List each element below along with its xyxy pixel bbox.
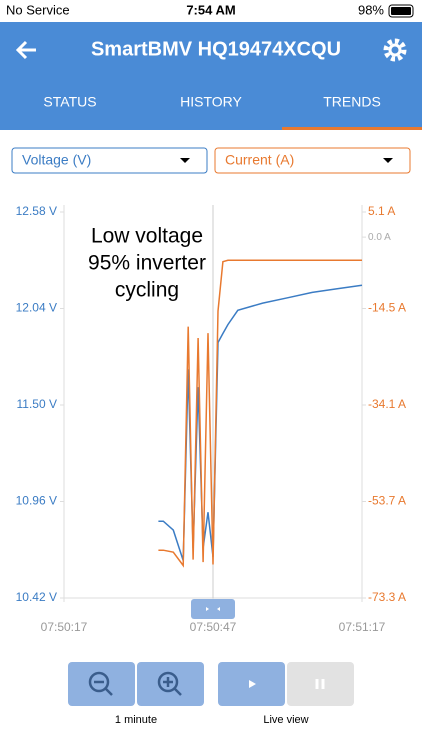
y-tick-label: 12.04 V xyxy=(16,301,57,315)
status-bar xyxy=(0,0,422,22)
y2-reference-label: 0.0 A xyxy=(368,232,391,243)
drag-handle[interactable] xyxy=(191,599,235,619)
y-tick-label: 10.42 V xyxy=(16,590,57,604)
carrier: No Service xyxy=(6,2,70,17)
zoom-label: 1 minute xyxy=(115,714,157,726)
zoom-out-button[interactable] xyxy=(68,662,135,706)
annotation: Low voltage xyxy=(91,225,203,248)
selector-text: Current (A) xyxy=(225,152,294,168)
y2-tick-label: -53.7 A xyxy=(368,494,406,508)
battery-level xyxy=(391,7,411,15)
selector-text: Voltage (V) xyxy=(22,152,91,168)
tab[interactable]: TRENDS xyxy=(323,94,381,110)
annotation: cycling xyxy=(115,279,179,302)
y2-tick-label: 5.1 A xyxy=(368,204,395,218)
y-tick-label: 10.96 V xyxy=(16,494,57,508)
zoom-in-button[interactable] xyxy=(137,662,204,706)
app-bar xyxy=(0,22,422,130)
play-button[interactable] xyxy=(218,662,285,706)
tab[interactable]: STATUS xyxy=(43,94,96,110)
annotation: 95% inverter xyxy=(88,252,206,275)
series-line xyxy=(158,259,362,568)
header-title: SmartBMV HQ19474XCQU xyxy=(91,38,341,60)
tab[interactable]: HISTORY xyxy=(180,94,242,110)
x-tick-label: 07:51:17 xyxy=(339,620,386,634)
back-button[interactable] xyxy=(15,40,36,60)
x-tick-label: 07:50:17 xyxy=(41,620,88,634)
current-selector[interactable]: Current (A) xyxy=(214,147,411,174)
chart: 12.58 V 12.04 V 11.50 V 10.96 V 10.42 V 5.1 A… xyxy=(16,204,406,634)
y-tick-label: 11.50 V xyxy=(17,397,57,411)
y-tick-label: 12.58 V xyxy=(16,204,57,218)
voltage-selector[interactable]: Voltage (V) xyxy=(11,147,208,174)
x-tick-label: 07:50:47 xyxy=(190,620,237,634)
y2-tick-label: -14.5 A xyxy=(368,301,406,315)
clock: 7:54 AM xyxy=(186,2,235,17)
y2-tick-label: -34.1 A xyxy=(368,397,406,411)
live-label: Live view xyxy=(263,714,308,726)
battery-text: 98% xyxy=(358,2,384,17)
settings-button[interactable] xyxy=(383,38,407,62)
pause-button[interactable] xyxy=(287,662,354,706)
y2-tick-label: -73.3 A xyxy=(368,590,406,604)
series-line xyxy=(158,284,363,561)
battery-icon xyxy=(388,4,414,18)
tab-indicator xyxy=(282,127,422,130)
